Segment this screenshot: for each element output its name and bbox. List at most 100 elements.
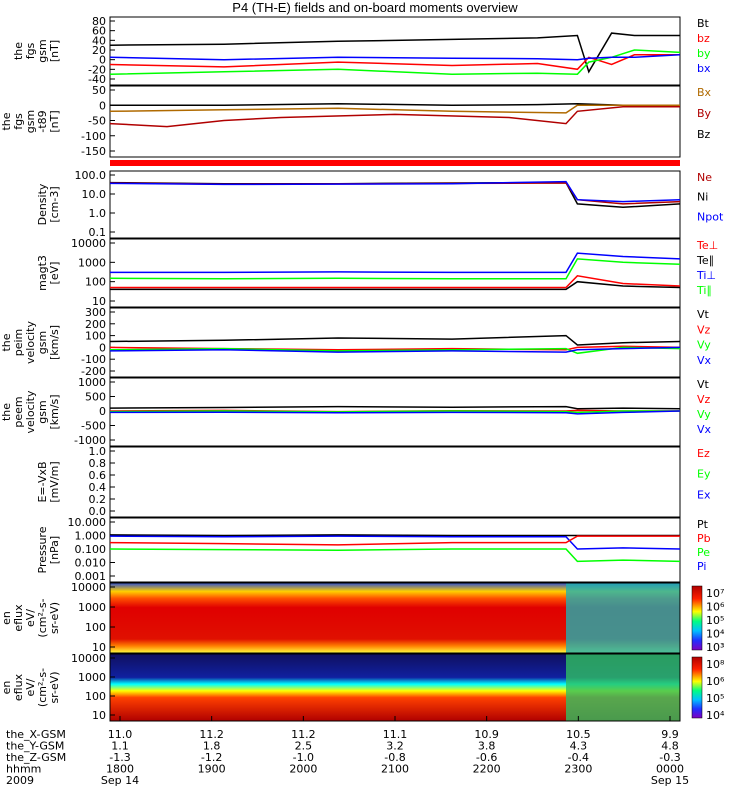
legend-entry: Ne — [697, 171, 712, 184]
y-axis-label-line: eflux — [12, 673, 25, 701]
x-axis-value: 1.1 — [111, 740, 129, 753]
y-tick-label: 0 — [99, 54, 106, 67]
legend-entry: Vx — [697, 423, 712, 436]
legend-entry: Ti∥ — [696, 284, 712, 297]
y-axis-label-line: peir — [0, 607, 1, 629]
legend-entry: Bx — [697, 86, 712, 99]
y-tick-label: 10000 — [71, 652, 106, 665]
series-vt — [109, 334, 681, 346]
colorbar-tick-label: 10³ — [706, 641, 724, 654]
series-by — [109, 106, 680, 128]
series-bt — [109, 32, 680, 74]
series-te — [110, 274, 681, 289]
x-axis-value: -0.6 — [476, 751, 497, 764]
y-axis-label-line: Pressure — [36, 526, 49, 573]
y-axis-label-line: en — [0, 681, 13, 695]
x-axis-row-label: 2009 — [6, 774, 34, 787]
series-pb — [109, 535, 680, 546]
y-axis-label: Density[cm-3] — [36, 183, 61, 225]
y-tick-label: 0.6 — [89, 469, 107, 482]
series-by — [109, 49, 681, 75]
y-axis-label: thepeirenefluxeV/(cm²-s-sr-eV) — [0, 598, 61, 637]
x-axis-value: 10.9 — [474, 728, 499, 741]
y-axis-label-line: [nPa] — [48, 536, 61, 564]
panel-frame — [109, 517, 681, 583]
y-tick-label: 20 — [92, 44, 106, 57]
y-axis-label-line: eflux — [12, 604, 25, 632]
y-tick-label: 500 — [85, 391, 106, 404]
y-tick-label: 10000 — [71, 237, 106, 250]
series-npot — [109, 180, 681, 203]
y-tick-label: 1.000 — [75, 530, 107, 543]
y-axis-label-line: velocity — [24, 321, 37, 364]
legend-entry: Pb — [697, 532, 711, 545]
y-tick-label: 10 — [92, 709, 106, 722]
legend-entry: Vt — [697, 378, 710, 391]
y-axis-label-line: [nT] — [48, 110, 61, 132]
series-vt — [109, 405, 681, 410]
y-tick-label: 60 — [92, 25, 106, 38]
y-tick-label: -100 — [81, 353, 106, 366]
y-axis-label-line: E=-VxB — [36, 461, 49, 502]
y-tick-label: 0.2 — [89, 493, 107, 506]
x-axis-value: 2000 — [289, 763, 317, 776]
legend-entry: bx — [697, 62, 711, 75]
legend-entry: Pi — [697, 560, 706, 573]
x-axis-value: 11.2 — [199, 728, 224, 741]
y-axis-label-line: [nT] — [48, 40, 61, 62]
y-tick-label: 1.0 — [89, 207, 107, 220]
y-axis-label: thepeemvelocitygsm[km/s] — [0, 390, 61, 433]
x-axis-value: 10.5 — [566, 728, 591, 741]
spectrogram-late-interval — [566, 583, 680, 653]
x-axis-value: 1900 — [198, 763, 226, 776]
y-tick-label: 100 — [85, 276, 106, 289]
y-axis-label-line: peer — [0, 675, 1, 701]
legend-entry: bz — [697, 32, 710, 45]
y-tick-label: 10.0 — [82, 188, 107, 201]
y-tick-label: 0 — [99, 341, 106, 354]
y-axis-label-line: [mV/m] — [48, 461, 61, 502]
y-axis-label-line: eV/ — [24, 678, 37, 696]
colorbar-tick-label: 10⁵ — [706, 692, 724, 705]
y-tick-label: 1000 — [78, 256, 106, 269]
y-tick-label: 10 — [92, 295, 106, 308]
y-tick-label: 0.010 — [75, 557, 107, 570]
colorbar-tick-label: 10⁴ — [706, 709, 725, 722]
y-axis-label: thepeerenefluxeV/(cm²-s-sr-eV) — [0, 668, 61, 707]
y-axis-label: Pressure[nPa] — [36, 526, 61, 573]
x-axis-value: Sep 14 — [101, 774, 139, 787]
y-axis-label: E=-VxB[mV/m] — [36, 461, 61, 502]
y-tick-label: 200 — [85, 318, 106, 331]
y-axis-label: thefgsgsm-t89[nT] — [0, 110, 61, 133]
legend-entry: By — [697, 107, 712, 120]
legend-entry: Pt — [697, 518, 709, 531]
y-axis-label-line: gsm — [24, 110, 37, 133]
y-tick-label: 300 — [85, 306, 106, 319]
y-axis-label-line: [km/s] — [48, 325, 61, 360]
y-axis-label-line: the — [0, 333, 13, 351]
y-axis-label-line: [eV] — [48, 262, 61, 285]
legend-entry: Bz — [697, 128, 711, 141]
y-axis-label-line: peim — [12, 329, 25, 357]
colorbar-tick-label: 10⁸ — [706, 658, 725, 671]
series-bx — [109, 104, 680, 114]
y-tick-label: 1000 — [78, 601, 106, 614]
panel-frame — [109, 85, 681, 158]
legend-entry: Vt — [697, 308, 710, 321]
panel-frame — [109, 16, 681, 86]
legend-entry: Npot — [697, 210, 724, 223]
legend-entry: Vy — [697, 408, 711, 421]
y-tick-label: -50 — [88, 115, 106, 128]
y-tick-label: 0 — [99, 405, 106, 418]
series-pe — [109, 548, 681, 563]
panel-frame — [109, 582, 681, 654]
colorbar-tick-label: 10⁴ — [706, 628, 725, 641]
y-axis-label-line: gsm — [36, 331, 49, 354]
x-axis-row-label: the_Y-GSM — [6, 740, 64, 753]
y-tick-label: 1.0 — [89, 445, 107, 458]
series-vx — [109, 410, 681, 415]
legend-entry: Te∥ — [696, 254, 714, 267]
colorbar — [691, 656, 703, 719]
y-tick-label: 0.0 — [89, 505, 107, 518]
legend-entry: Vz — [697, 393, 711, 406]
